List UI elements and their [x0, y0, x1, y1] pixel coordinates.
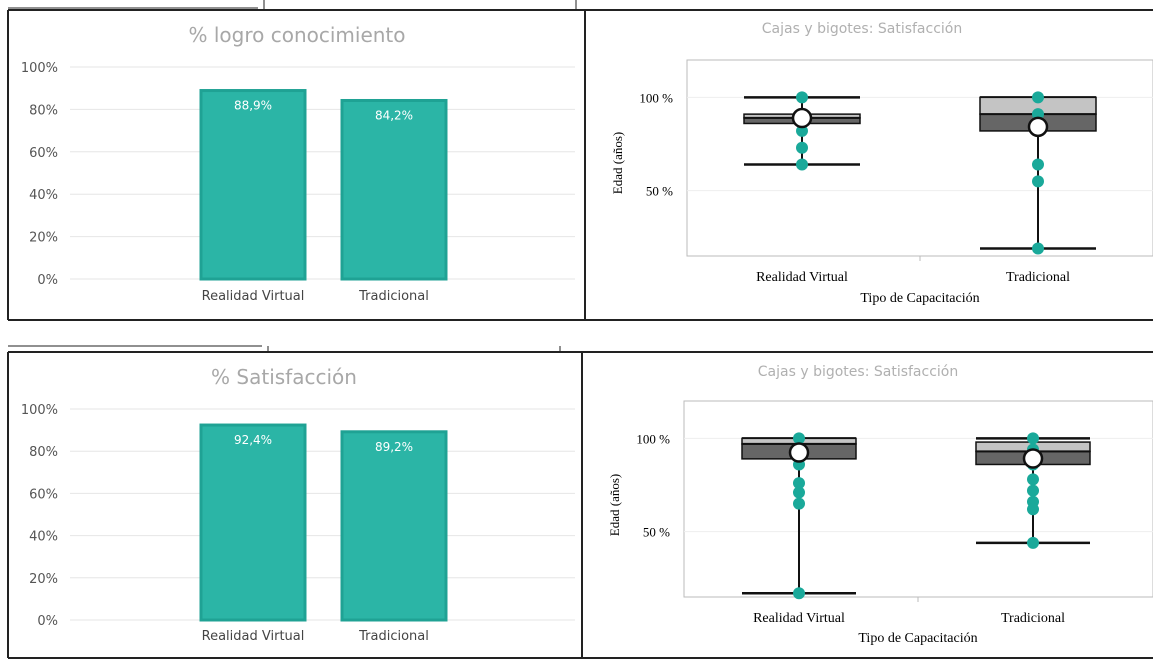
- data-point: [796, 124, 808, 137]
- bar-chart-logro: % logro conocimiento 0%20%40%60%80%100% …: [21, 23, 575, 304]
- y-tick-label: 60%: [29, 487, 58, 502]
- bar-value-label: 89,2%: [375, 440, 413, 454]
- y-tick-label: 100 %: [639, 90, 673, 105]
- data-point: [793, 432, 805, 445]
- bar: [199, 423, 307, 622]
- data-point: [796, 141, 808, 154]
- data-point: [1027, 473, 1039, 486]
- mean-marker: [1027, 116, 1049, 138]
- data-point: [1032, 175, 1044, 188]
- chart-title: % Satisfacción: [211, 365, 357, 389]
- x-tick-label: Tradicional: [358, 289, 429, 304]
- panel-frames: [7, 0, 1153, 659]
- box-plot-top: Cajas y bigotes: Satisfacción 50 %100 % …: [610, 21, 1153, 306]
- x-axis-title: Tipo de Capacitación: [860, 291, 979, 306]
- y-tick-label: 0%: [37, 273, 58, 288]
- data-point: [1027, 432, 1039, 445]
- y-tick-label: 80%: [29, 445, 58, 460]
- y-tick-label: 100%: [21, 403, 58, 418]
- y-tick-label: 100%: [21, 61, 58, 76]
- x-axis-title: Tipo de Capacitación: [858, 631, 977, 646]
- y-tick-label: 20%: [29, 572, 58, 587]
- data-point: [1027, 536, 1039, 549]
- y-axis-title: Edad (años): [610, 132, 625, 194]
- bar: [340, 430, 448, 622]
- y-tick-label: 50 %: [643, 525, 670, 540]
- mean-marker: [788, 442, 810, 463]
- bar: [340, 98, 448, 281]
- bar-value-label: 88,9%: [234, 99, 272, 113]
- mean-marker: [1022, 448, 1044, 469]
- y-tick-label: 50 %: [646, 184, 673, 199]
- data-point: [1032, 242, 1044, 255]
- y-tick-label: 20%: [29, 231, 58, 246]
- chart-title: Cajas y bigotes: Satisfacción: [758, 364, 958, 380]
- bar-chart-satisfaccion: % Satisfacción 0% 20% 40% 60% 80% 100% 92,4% 8…: [21, 365, 575, 644]
- y-tick-label: 60%: [29, 146, 58, 161]
- data-point: [1027, 484, 1039, 497]
- y-tick-label: 80%: [29, 103, 58, 118]
- x-tick-label: Realidad Virtual: [202, 629, 305, 644]
- y-tick-label: 40%: [29, 530, 58, 545]
- data-point: [1027, 503, 1039, 516]
- chart-title: Cajas y bigotes: Satisfacción: [762, 21, 962, 37]
- x-tick-label: Realidad Virtual: [202, 289, 305, 304]
- y-tick-label: 100 %: [636, 431, 670, 446]
- bar: [199, 89, 307, 281]
- chart-title: % logro conocimiento: [188, 23, 405, 47]
- plot-frame: [686, 59, 1153, 257]
- bar-value-label: 84,2%: [375, 108, 413, 122]
- data-point: [796, 91, 808, 104]
- x-tick-label: Tradicional: [1001, 611, 1065, 626]
- data-point: [793, 497, 805, 510]
- x-tick-label: Realidad Virtual: [753, 611, 845, 626]
- box-plot-bottom: Cajas y bigotes: Satisfacción 50 %100 % …: [607, 364, 1153, 646]
- data-point: [1032, 91, 1044, 104]
- plot-frame: [683, 400, 1153, 598]
- y-tick-label: 0%: [37, 614, 58, 629]
- x-tick-label: Realidad Virtual: [756, 270, 848, 285]
- data-point: [793, 486, 805, 499]
- mean-marker: [791, 107, 813, 129]
- y-axis-title: Edad (años): [607, 474, 622, 536]
- bar-value-label: 92,4%: [234, 433, 272, 447]
- data-point: [1032, 158, 1044, 171]
- x-tick-label: Tradicional: [358, 629, 429, 644]
- x-tick-label: Tradicional: [1006, 270, 1070, 285]
- data-point: [793, 587, 805, 600]
- y-tick-label: 40%: [29, 188, 58, 203]
- data-point: [796, 158, 808, 171]
- data-point: [793, 477, 805, 490]
